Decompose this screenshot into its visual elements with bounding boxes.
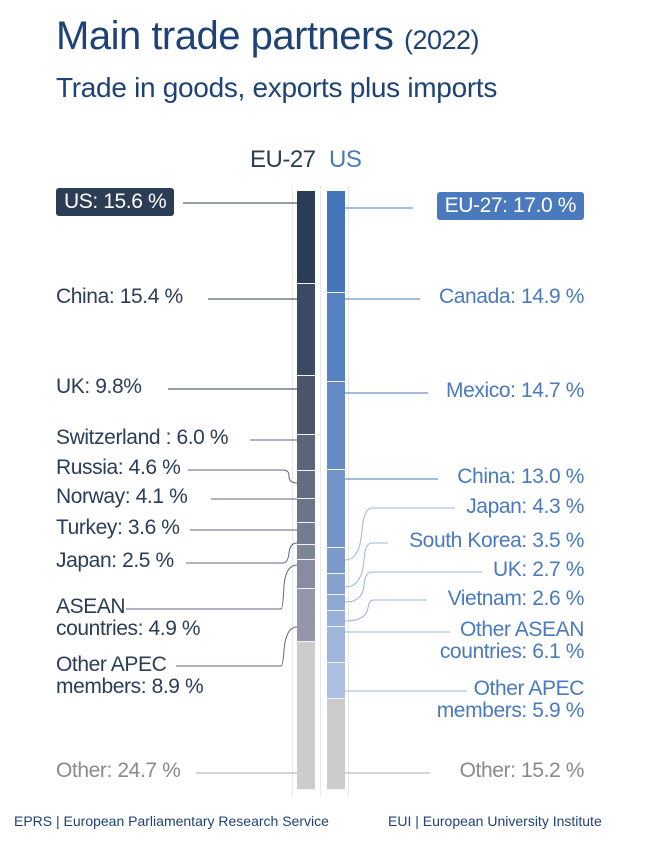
bar-segment [297,523,315,545]
eu-label-apec-line1: Other APEC [56,653,167,676]
bar-segment [297,642,315,790]
us-label-other: Other: 15.2 % [459,759,585,782]
us-label-japan: Japan: 4.3 % [466,495,584,518]
bar-segment [297,284,315,377]
bar-segment [327,382,345,471]
eu-label-uk: UK: 9.8% [56,375,142,398]
eu-label-turkey: Turkey: 3.6 % [56,516,180,539]
us-label-mexico: Mexico: 14.7 % [446,379,584,402]
bar-segment [327,626,345,664]
us-top-partner-badge: EU-27: 17.0 % [436,192,584,220]
us-label-asean-line2: countries: 6.1 % [439,640,585,664]
eu-label-japan: Japan: 2.5 % [56,549,174,572]
title-text: Main trade partners [56,14,394,58]
bar-segment [297,376,315,436]
bar-segment [327,698,345,790]
bar-segment [327,663,345,699]
eu-label-norway: Norway: 4.1 % [56,485,188,508]
bar-segment [327,611,345,627]
us-label-uk: UK: 2.7 % [493,558,584,581]
eu-label-russia: Russia: 4.6 % [56,456,181,479]
us-label-apec-line1: Other APEC [473,677,585,700]
eu-label-asean-line2: countries: 4.9 % [56,617,201,641]
us-label-other-apec: Other APEC members: 5.9 % [436,677,585,723]
column-header-us: US [329,146,362,173]
bar-segment [327,191,345,293]
bar-segment [327,470,345,549]
us-label-asean-line1: Other ASEAN [460,618,584,641]
chart-subtitle: Trade in goods, exports plus imports [56,72,498,103]
source-eui: EUI | European University Institute [388,813,602,829]
bar-segment [297,471,315,499]
eu-label-switzerland: Switzerland : 6.0 % [56,426,229,449]
bar-segment [327,574,345,596]
guide-line [292,186,293,796]
eu-top-partner-badge: US: 15.6 % [56,188,175,216]
bar-segment [297,559,315,589]
us-label-vietnam: Vietnam: 2.6 % [447,587,585,610]
us-label-canada: Canada: 14.9 % [438,285,584,308]
us-label-south-korea: South Korea: 3.5 % [409,529,584,552]
eu-label-china: China: 15.4 % [56,285,183,308]
eu-label-apec-line2: members: 8.9 % [56,675,204,699]
us-label-apec-line2: members: 5.9 % [436,699,585,723]
guide-line [320,186,321,796]
column-header-eu: EU-27 [250,146,316,173]
title-year: (2022) [403,25,480,55]
bar-segment [327,292,345,383]
chart-title: Main trade partners (2022) [56,14,480,59]
us-label-china: China: 13.0 % [457,465,584,488]
bar-segment [327,595,345,612]
eu-label-asean: ASEAN countries: 4.9 % [56,595,201,641]
bar-segment [297,498,315,524]
eu-label-apec: Other APEC members: 8.9 % [56,653,204,699]
bar-segment [297,588,315,643]
us-label-other-asean: Other ASEAN countries: 6.1 % [439,618,585,664]
bar-segment [297,435,315,472]
eu-label-other: Other: 24.7 % [56,759,181,782]
bar-segment [297,544,315,560]
eu-label-asean-line1: ASEAN [56,595,126,618]
us-stacked-bar [327,191,345,790]
source-eprs: EPRS | European Parliamentary Research S… [14,813,329,829]
eu-stacked-bar [297,191,315,790]
bar-segment [297,191,315,285]
guide-line [348,186,349,796]
bar-segment [327,548,345,575]
